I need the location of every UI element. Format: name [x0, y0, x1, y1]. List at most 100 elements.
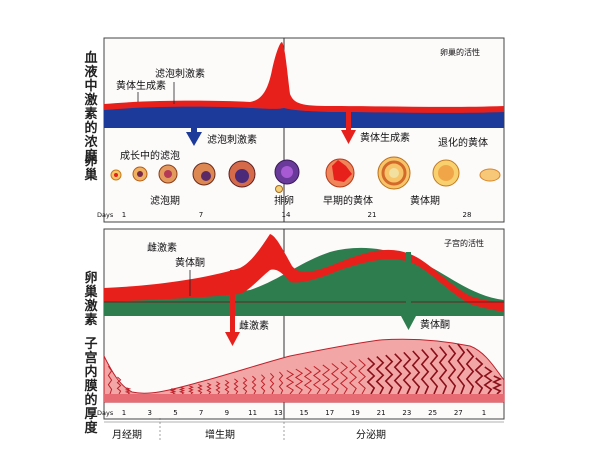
top-day-tick: 14 — [282, 211, 291, 219]
endometrial-gland — [349, 360, 357, 395]
arrow-progesterone-down — [401, 252, 416, 330]
endometrial-gland — [233, 378, 239, 395]
top-day-tick: 1 — [122, 211, 126, 219]
bottom-day-tick: 25 — [428, 409, 437, 417]
endometrial-gland — [438, 346, 448, 395]
arrow-estrogen-down — [225, 270, 240, 346]
top-days-label: Days — [97, 211, 114, 219]
endometrial-gland — [474, 357, 484, 395]
endometrial-gland — [178, 386, 186, 395]
endometrial-gland — [447, 344, 457, 395]
regressing-corpus-label: 退化的黄体 — [438, 136, 488, 149]
ovary-activity-title: 卵巢的活性 — [440, 47, 480, 57]
endometrial-gland — [375, 355, 385, 395]
endometrial-gland — [312, 365, 322, 395]
endometrial-glands — [107, 343, 503, 395]
endometrial-gland — [402, 351, 412, 395]
ovarian-hormone-axis-label: 卵巢激素 — [84, 271, 98, 328]
endometrial-gland — [420, 349, 430, 395]
endometrial-gland — [294, 368, 304, 395]
bottom-day-tick: 3 — [147, 409, 151, 417]
fsh-label: 滤泡刺激素 — [155, 67, 205, 80]
endometrial-gland — [242, 377, 248, 395]
endometrium-axis-label: 子宫内膜的厚度 — [84, 337, 98, 436]
bottom-day-tick: 1 — [122, 409, 126, 417]
endometrial-gland — [269, 372, 275, 395]
follicular-phase-label: 滤泡期 — [150, 194, 180, 207]
growing-follicle-label: 成长中的滤泡 — [120, 149, 180, 162]
top-panel-frame — [103, 37, 505, 223]
bottom-day-ticks: 1 3 5 7 9 11 13 15 17 19 21 23 25 27 1 — [122, 409, 486, 417]
arrow-fsh-down — [186, 108, 202, 146]
ovulation-label: 排卵 — [274, 194, 294, 207]
arrow-lh-down — [341, 108, 356, 144]
corpus-albicans — [479, 168, 501, 182]
endometrial-gland — [107, 365, 113, 395]
corpus-luteum-3 — [432, 159, 460, 187]
endometrial-gland — [188, 385, 194, 395]
endometrial-gland — [285, 370, 295, 395]
endometrial-gland — [124, 387, 132, 395]
endometrial-gland — [358, 358, 366, 395]
endometrium-layer — [103, 338, 505, 403]
proliferative-phase-label: 增生期 — [205, 428, 235, 441]
follicle-stage-4 — [192, 162, 216, 186]
bottom-day-tick: 19 — [351, 409, 360, 417]
endometrial-gland — [321, 364, 331, 395]
bottom-day-tick: 7 — [199, 409, 203, 417]
endometrial-gland — [260, 374, 266, 395]
endometrial-gland — [278, 371, 284, 395]
estrogen-curve-label: 雌激素 — [147, 241, 177, 254]
endometrial-gland — [393, 353, 403, 395]
bottom-day-tick: 23 — [402, 409, 411, 417]
bottom-day-tick: 5 — [173, 409, 177, 417]
blood-hormone-axis-label: 血液中激素的浓度 — [84, 51, 98, 164]
corpus-luteum-2 — [377, 156, 411, 190]
top-day-tick: 7 — [199, 211, 203, 219]
arrow-lh-label: 黄体生成素 — [360, 131, 410, 144]
top-day-ticks: 1 7 14 21 28 — [122, 211, 472, 219]
top-day-tick: 21 — [368, 211, 377, 219]
ovary-axis-label: 卵巢 — [84, 154, 98, 183]
bottom-day-tick: 13 — [274, 409, 283, 417]
bottom-day-tick: 21 — [377, 409, 386, 417]
endometrial-gland — [384, 354, 394, 395]
endometrial-gland — [491, 375, 503, 395]
bottom-day-tick: 15 — [300, 409, 309, 417]
follicle-stage-2 — [132, 166, 148, 182]
endometrial-gland — [465, 348, 475, 395]
endometrial-gland — [303, 367, 313, 395]
endometrial-gland — [116, 376, 122, 395]
endometrial-gland — [251, 375, 257, 395]
bottom-days-label: Days — [97, 409, 114, 417]
uterus-activity-title: 子宫的活性 — [444, 238, 484, 248]
progesterone-curve — [104, 247, 504, 316]
released-ovum — [275, 185, 283, 193]
estrogen-curve — [104, 234, 504, 312]
follicle-stage-1 — [110, 169, 122, 181]
follicle-stage-5 — [228, 160, 256, 188]
bottom-day-tick: 27 — [454, 409, 463, 417]
lh-label: 黄体生成素 — [116, 79, 166, 92]
endometrial-gland — [429, 347, 439, 395]
endometrial-gland — [366, 357, 376, 395]
luteal-phase-label: 黄体期 — [410, 194, 440, 207]
endometrial-gland — [197, 384, 203, 395]
bottom-day-tick: 1 — [482, 409, 486, 417]
endometrial-gland — [483, 366, 493, 395]
endometrial-gland — [215, 381, 221, 395]
endometrial-gland — [340, 361, 348, 395]
endometrium-base — [104, 394, 504, 402]
bottom-day-tick: 9 — [225, 409, 229, 417]
endometrial-gland — [224, 379, 230, 395]
arrow-progesterone-label: 黄体酮 — [420, 318, 450, 331]
arrow-estrogen-label: 雌激素 — [239, 319, 269, 332]
corpus-luteum-1 — [325, 158, 355, 188]
follicle-ovulation — [274, 159, 300, 185]
endometrial-gland — [169, 388, 177, 395]
arrow-fsh-label: 滤泡刺激素 — [207, 133, 257, 146]
top-day-tick: 28 — [463, 211, 472, 219]
early-corpus-label: 早期的黄体 — [323, 194, 373, 207]
endometrial-gland — [330, 363, 340, 395]
